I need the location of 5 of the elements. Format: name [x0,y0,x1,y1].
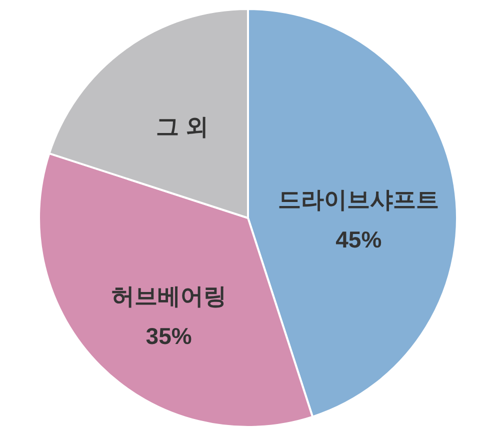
data-label: 45% [336,226,382,252]
slice-label: 드라이브샤프트 [278,186,440,212]
data-label: 35% [146,323,192,350]
slice-label: 허브베어링 [111,283,226,310]
slice-label: 그 외 [156,113,208,140]
